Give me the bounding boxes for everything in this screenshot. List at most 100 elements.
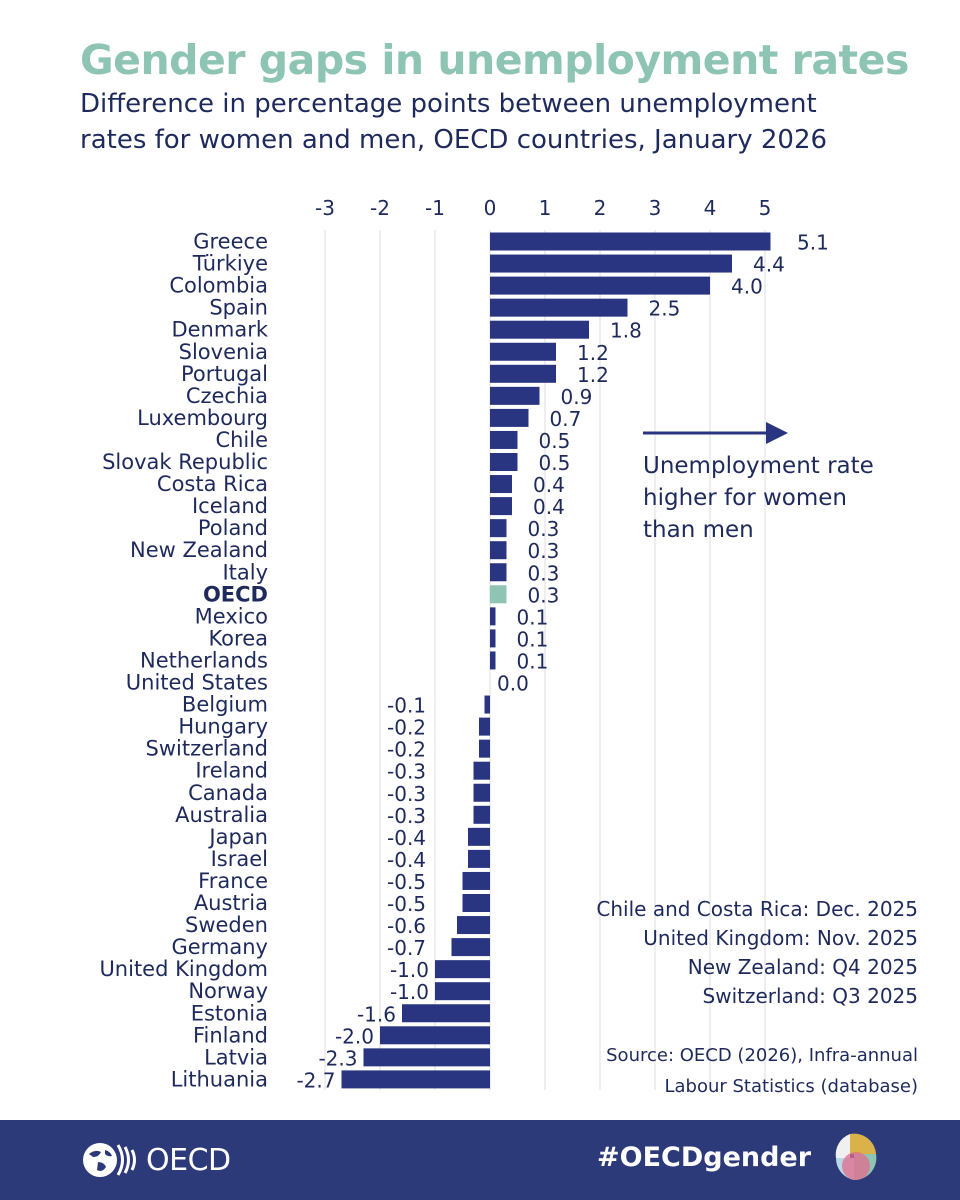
- x-tick-label: 1: [539, 196, 552, 220]
- chart-notes: Chile and Costa Rica: Dec. 2025 United K…: [596, 895, 918, 1011]
- category-label: Estonia: [191, 1001, 268, 1025]
- bar: [490, 298, 628, 317]
- category-label: Netherlands: [140, 648, 268, 672]
- bar: [435, 960, 490, 979]
- bar: [490, 254, 732, 273]
- bars: [341, 232, 771, 1089]
- bar: [490, 475, 512, 494]
- bar: [468, 827, 490, 846]
- category-label: Costa Rica: [157, 472, 268, 496]
- category-label: Switzerland: [146, 737, 269, 761]
- x-tick-label: 3: [649, 196, 662, 220]
- oecd-logo[interactable]: OECD: [80, 1140, 231, 1180]
- note-line: Chile and Costa Rica: Dec. 2025: [596, 897, 918, 921]
- data-label: -1.6: [357, 1002, 396, 1026]
- bar: [451, 938, 490, 957]
- bar: [490, 386, 540, 405]
- x-tick-label: -3: [315, 196, 335, 220]
- bar: [490, 651, 496, 670]
- category-label: Germany: [171, 935, 268, 959]
- category-label: Iceland: [192, 494, 268, 518]
- data-label: 1.2: [577, 341, 609, 365]
- data-label: 0.7: [550, 407, 582, 431]
- category-label: Austria: [194, 891, 268, 915]
- annotation-text: Unemployment rate higher for women than …: [643, 453, 874, 543]
- footer-bar: OECD #OECDgender: [0, 1120, 960, 1200]
- data-label: 1.8: [610, 319, 642, 343]
- hashtag[interactable]: #OECDgender: [597, 1142, 812, 1173]
- data-label: -0.3: [387, 760, 426, 784]
- x-axis-ticks: -3 -2 -1 0 1 2 3 4 5: [315, 196, 771, 220]
- category-label: Lithuania: [171, 1067, 268, 1091]
- bar: [490, 629, 496, 648]
- category-labels: GreeceTürkiyeColombiaSpainDenmarkSloveni…: [99, 230, 268, 1092]
- data-label: -2.3: [318, 1046, 357, 1070]
- category-label: United States: [126, 671, 268, 695]
- category-label: Japan: [207, 825, 268, 849]
- category-label: Mexico: [195, 604, 268, 628]
- x-tick-label: 5: [759, 196, 772, 220]
- bar: [479, 739, 490, 758]
- data-label: 0.5: [539, 429, 571, 453]
- logo-text: OECD: [146, 1142, 231, 1178]
- bar: [457, 916, 490, 935]
- bar: [473, 761, 490, 780]
- value-labels: 5.14.44.02.51.81.21.20.90.70.50.50.40.40…: [296, 231, 828, 1093]
- note-line: New Zealand: Q4 2025: [687, 955, 918, 979]
- data-label: -0.7: [387, 936, 426, 960]
- bar: [490, 408, 529, 427]
- bar: [363, 1048, 490, 1067]
- data-label: -1.0: [390, 958, 429, 982]
- data-label: 0.9: [561, 385, 593, 409]
- bar: [490, 607, 496, 626]
- data-label: 0.4: [533, 495, 565, 519]
- x-tick-label: 2: [594, 196, 607, 220]
- bar: [380, 1026, 490, 1045]
- data-label: -0.5: [387, 870, 426, 894]
- data-label: 0.1: [517, 605, 549, 629]
- category-label: Sweden: [185, 913, 268, 937]
- source-line: Source: OECD (2026), Infra-annual: [606, 1045, 918, 1066]
- data-label: 0.1: [517, 627, 549, 651]
- bar: [435, 982, 490, 1001]
- data-label: -1.0: [390, 980, 429, 1004]
- category-label: Spain: [209, 296, 268, 320]
- source-note: Source: OECD (2026), Infra-annual Labour…: [606, 1040, 918, 1102]
- chart-title: Gender gaps in unemployment rates: [80, 36, 909, 84]
- data-label: 5.1: [797, 231, 829, 255]
- bar: [484, 695, 490, 714]
- data-label: 2.5: [649, 297, 681, 321]
- data-label: -0.4: [387, 848, 426, 872]
- note-line: United Kingdom: Nov. 2025: [643, 926, 918, 950]
- category-label: Canada: [188, 781, 268, 805]
- data-label: 0.5: [539, 451, 571, 475]
- note-line: Switzerland: Q3 2025: [702, 984, 918, 1008]
- category-label: Latvia: [204, 1045, 268, 1069]
- bar: [490, 497, 512, 516]
- x-tick-label: -1: [425, 196, 445, 220]
- x-tick-label: 4: [704, 196, 717, 220]
- category-label: Ireland: [195, 759, 268, 783]
- source-line: Labour Statistics (database): [664, 1076, 918, 1097]
- category-label: Greece: [193, 230, 268, 254]
- data-label: 0.3: [528, 539, 560, 563]
- category-label: Belgium: [182, 693, 268, 717]
- bar: [462, 894, 490, 912]
- category-label: Israel: [211, 847, 268, 871]
- category-label: Finland: [193, 1023, 268, 1047]
- category-label: Poland: [198, 516, 268, 540]
- data-label: 4.4: [753, 253, 785, 277]
- bar: [402, 1004, 490, 1023]
- data-label: -0.3: [387, 804, 426, 828]
- bar: [490, 232, 771, 251]
- category-label: Australia: [175, 803, 268, 827]
- category-label: Luxembourg: [137, 406, 268, 430]
- data-label: -2.0: [335, 1024, 374, 1048]
- bar: [490, 342, 556, 361]
- category-label: Slovak Republic: [102, 450, 268, 474]
- data-label: 0.0: [497, 672, 529, 696]
- bar: [490, 585, 507, 604]
- category-label: United Kingdom: [99, 957, 268, 981]
- category-label: Czechia: [186, 384, 268, 408]
- category-label: Hungary: [178, 715, 268, 739]
